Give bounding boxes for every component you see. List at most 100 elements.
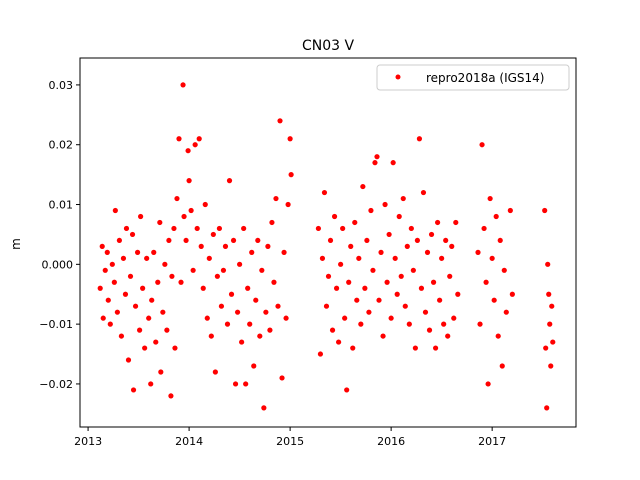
data-point <box>441 321 447 327</box>
data-point <box>277 118 283 124</box>
data-point <box>125 357 132 363</box>
data-point <box>281 249 287 255</box>
data-point <box>224 321 231 327</box>
data-point <box>547 321 553 327</box>
data-point <box>356 255 362 261</box>
data-point <box>263 309 269 315</box>
data-point <box>348 243 354 249</box>
data-point <box>485 381 491 387</box>
data-point <box>249 249 255 255</box>
data-point <box>261 405 267 411</box>
data-point <box>374 154 380 160</box>
data-point <box>406 321 412 327</box>
data-point <box>344 387 350 393</box>
data-point <box>132 303 139 309</box>
data-point <box>181 213 187 220</box>
data-point <box>251 363 257 369</box>
data-point <box>114 309 120 315</box>
data-point <box>151 249 157 255</box>
data-point <box>102 267 108 273</box>
data-point <box>257 333 263 339</box>
data-point <box>338 261 344 267</box>
data-point <box>222 243 229 249</box>
data-point <box>380 333 386 339</box>
data-point <box>166 237 172 244</box>
data-point <box>239 339 245 345</box>
plot-frame <box>79 57 577 428</box>
data-point <box>360 183 366 190</box>
data-point <box>228 291 235 297</box>
data-point <box>232 381 239 387</box>
data-point <box>487 195 493 202</box>
data-point <box>509 291 515 297</box>
data-point <box>412 345 418 351</box>
data-point <box>206 255 212 261</box>
data-point <box>149 297 155 303</box>
data-point <box>212 369 218 375</box>
data-point <box>267 327 273 333</box>
data-point <box>237 261 243 267</box>
data-point <box>346 279 352 285</box>
data-point <box>414 237 421 244</box>
data-point <box>451 315 457 321</box>
data-point <box>226 178 233 184</box>
data-point <box>259 267 265 273</box>
data-point <box>178 279 184 285</box>
data-point <box>317 351 324 357</box>
data-point <box>142 345 148 351</box>
data-point <box>366 309 372 315</box>
data-point <box>362 285 368 291</box>
data-point <box>162 261 168 267</box>
data-point <box>432 345 439 351</box>
legend-box <box>376 64 570 91</box>
data-point <box>327 237 334 244</box>
data-point <box>455 291 461 297</box>
data-point <box>394 291 400 297</box>
y-tick-label: −0.01 <box>39 318 73 331</box>
data-point <box>497 237 503 244</box>
data-point <box>408 225 414 232</box>
data-point <box>97 285 103 291</box>
data-point <box>104 249 110 255</box>
data-point <box>479 142 485 148</box>
data-point <box>445 333 451 339</box>
data-point <box>148 381 154 387</box>
data-point <box>243 381 249 387</box>
data-point <box>109 261 115 267</box>
data-point <box>137 327 143 333</box>
data-point <box>169 273 175 279</box>
data-point <box>352 219 358 226</box>
data-point <box>140 285 146 291</box>
data-point <box>400 195 406 202</box>
data-point <box>370 267 376 273</box>
data-point <box>392 255 398 261</box>
data-point <box>155 279 161 285</box>
data-point <box>315 225 322 232</box>
data-point <box>157 219 163 226</box>
data-point <box>271 279 277 285</box>
data-point <box>208 333 214 339</box>
data-point <box>489 255 495 261</box>
data-point <box>105 297 111 303</box>
data-point <box>388 315 394 321</box>
data-point <box>287 136 293 142</box>
data-point <box>495 333 501 339</box>
data-point <box>245 285 251 291</box>
data-point <box>422 309 429 315</box>
data-point <box>202 201 208 208</box>
data-point <box>100 315 106 321</box>
data-point <box>453 219 459 226</box>
data-point <box>285 201 291 208</box>
data-point <box>174 195 180 202</box>
data-point <box>116 237 122 244</box>
y-tick-label: 0.000 <box>42 258 74 271</box>
data-point <box>247 321 253 327</box>
data-point <box>449 243 455 249</box>
data-point <box>265 243 271 249</box>
data-point <box>220 267 227 273</box>
axis-ticks: 2013 2014 2015 2016 2017 0.03 0.02 0.01 0.000 −0.… <box>39 79 506 448</box>
data-point <box>426 327 433 333</box>
x-tick-label: 2017 <box>478 435 506 448</box>
data-point <box>333 285 340 291</box>
data-point <box>545 261 551 267</box>
